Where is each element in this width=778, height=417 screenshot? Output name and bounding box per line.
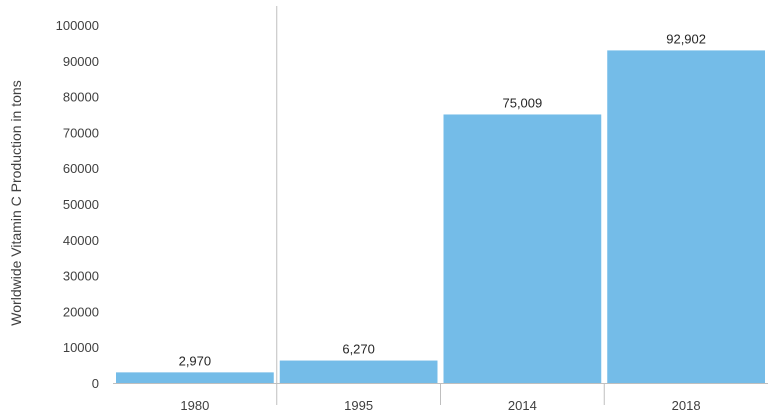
data-label: 92,902 — [666, 31, 706, 46]
bar-1980 — [116, 372, 274, 383]
x-tick-label: 2018 — [672, 398, 701, 413]
y-tick-label: 100000 — [56, 18, 99, 33]
y-tick-label: 20000 — [63, 304, 99, 319]
bar-2014 — [443, 114, 602, 384]
data-labels: 2,970 6,270 75,009 92,902 — [179, 31, 706, 368]
y-tick-label: 10000 — [63, 340, 99, 355]
bars — [116, 50, 765, 384]
y-tick-label: 80000 — [63, 90, 99, 105]
y-tick-label: 70000 — [63, 125, 99, 140]
data-label: 2,970 — [179, 353, 212, 368]
y-axis-title: Worldwide Vitamin C Production in tons — [8, 80, 24, 325]
x-tick-label: 1980 — [180, 398, 209, 413]
x-axis: 1980 1995 2014 2018 — [113, 6, 768, 413]
y-tick-label: 40000 — [63, 233, 99, 248]
bar-1995 — [279, 360, 438, 383]
y-tick-label: 0 — [92, 376, 99, 391]
y-tick-label: 60000 — [63, 161, 99, 176]
data-label: 75,009 — [502, 95, 542, 110]
bar-2018 — [607, 50, 765, 384]
y-tick-label: 30000 — [63, 269, 99, 284]
data-label: 6,270 — [342, 342, 375, 357]
y-tick-label: 90000 — [63, 54, 99, 69]
x-tick-label: 2014 — [508, 398, 537, 413]
y-tick-label: 50000 — [63, 197, 99, 212]
x-tick-label: 1995 — [344, 398, 373, 413]
y-axis: 0 10000 20000 30000 40000 50000 60000 70000 8000… — [56, 18, 99, 391]
